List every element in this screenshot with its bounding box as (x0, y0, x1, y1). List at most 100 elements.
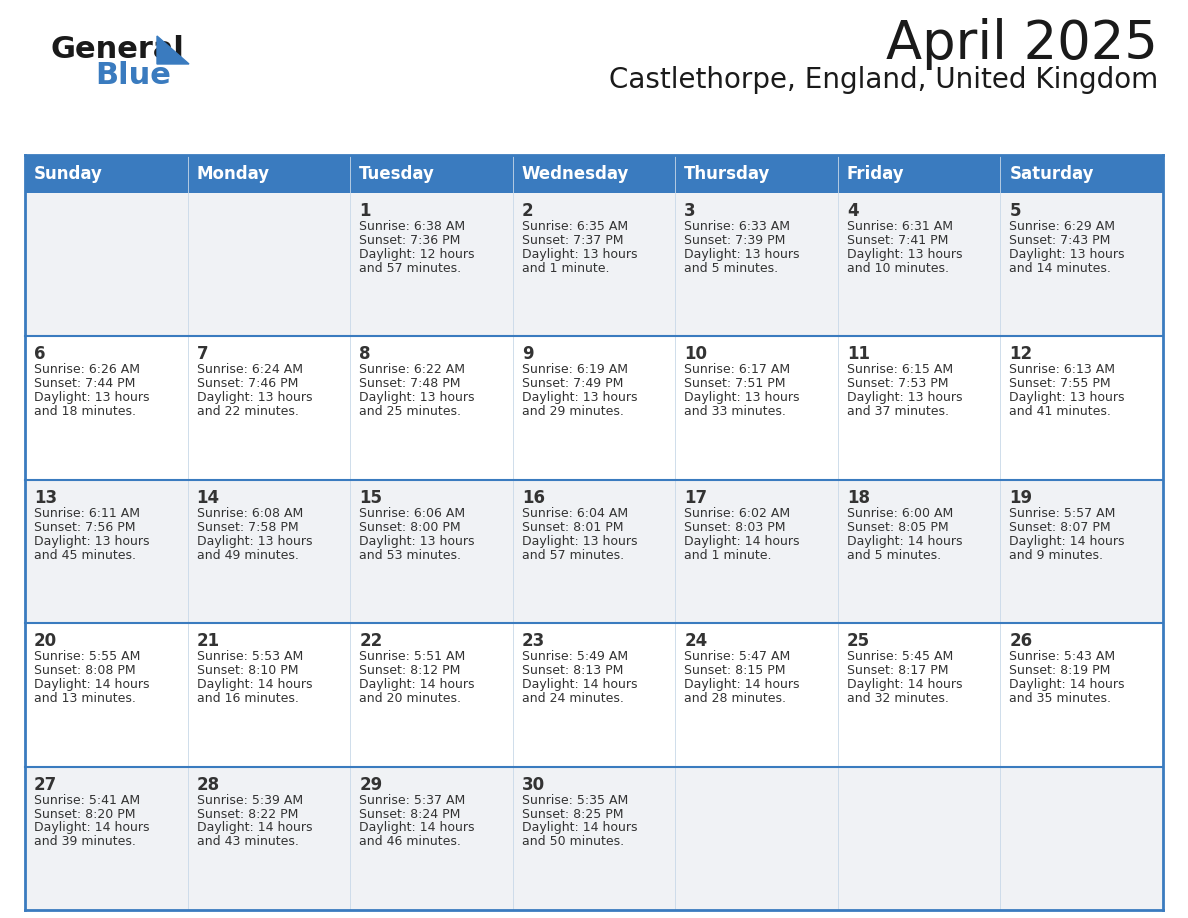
Text: and 9 minutes.: and 9 minutes. (1010, 549, 1104, 562)
Text: Daylight: 14 hours: Daylight: 14 hours (522, 678, 637, 691)
Text: Sunrise: 5:39 AM: Sunrise: 5:39 AM (196, 793, 303, 807)
Text: 26: 26 (1010, 633, 1032, 650)
Text: Sunrise: 6:08 AM: Sunrise: 6:08 AM (196, 507, 303, 520)
Text: and 28 minutes.: and 28 minutes. (684, 692, 786, 705)
Text: and 5 minutes.: and 5 minutes. (684, 262, 778, 274)
Bar (513, 155, 675, 193)
Text: Sunrise: 5:55 AM: Sunrise: 5:55 AM (34, 650, 140, 663)
Text: and 25 minutes.: and 25 minutes. (359, 405, 461, 419)
Text: Sunrise: 5:49 AM: Sunrise: 5:49 AM (522, 650, 627, 663)
Text: and 1 minute.: and 1 minute. (522, 262, 609, 274)
Bar (675, 155, 838, 193)
Text: Sunrise: 6:24 AM: Sunrise: 6:24 AM (196, 364, 303, 376)
Text: Sunset: 8:03 PM: Sunset: 8:03 PM (684, 521, 785, 533)
Text: Sunrise: 5:47 AM: Sunrise: 5:47 AM (684, 650, 790, 663)
Text: and 29 minutes.: and 29 minutes. (522, 405, 624, 419)
Text: Sunrise: 6:35 AM: Sunrise: 6:35 AM (522, 220, 627, 233)
Text: and 16 minutes.: and 16 minutes. (196, 692, 298, 705)
Text: Sunrise: 5:43 AM: Sunrise: 5:43 AM (1010, 650, 1116, 663)
Bar (1000, 155, 1163, 193)
Text: Sunrise: 6:00 AM: Sunrise: 6:00 AM (847, 507, 953, 520)
Text: Sunrise: 6:29 AM: Sunrise: 6:29 AM (1010, 220, 1116, 233)
Text: 19: 19 (1010, 488, 1032, 507)
Text: Sunrise: 6:15 AM: Sunrise: 6:15 AM (847, 364, 953, 376)
Text: Sunrise: 5:45 AM: Sunrise: 5:45 AM (847, 650, 953, 663)
Text: 5: 5 (1010, 202, 1020, 220)
Text: Daylight: 13 hours: Daylight: 13 hours (522, 391, 637, 404)
Text: Sunrise: 6:11 AM: Sunrise: 6:11 AM (34, 507, 140, 520)
Text: Sunset: 8:05 PM: Sunset: 8:05 PM (847, 521, 948, 533)
Text: Sunset: 8:15 PM: Sunset: 8:15 PM (684, 664, 785, 677)
Polygon shape (157, 36, 189, 64)
Text: and 57 minutes.: and 57 minutes. (522, 549, 624, 562)
Text: Daylight: 14 hours: Daylight: 14 hours (196, 678, 312, 691)
Text: Sunrise: 6:19 AM: Sunrise: 6:19 AM (522, 364, 627, 376)
Text: Sunset: 8:22 PM: Sunset: 8:22 PM (196, 808, 298, 821)
Text: and 37 minutes.: and 37 minutes. (847, 405, 949, 419)
Bar (25, 767, 1163, 910)
Text: Sunrise: 6:22 AM: Sunrise: 6:22 AM (359, 364, 466, 376)
Text: Sunset: 7:55 PM: Sunset: 7:55 PM (1010, 377, 1111, 390)
Text: and 32 minutes.: and 32 minutes. (847, 692, 949, 705)
Text: Daylight: 13 hours: Daylight: 13 hours (196, 391, 312, 404)
Text: Daylight: 14 hours: Daylight: 14 hours (359, 678, 475, 691)
Bar (25, 193, 1163, 336)
Bar (25, 336, 1163, 480)
Text: Sunset: 7:37 PM: Sunset: 7:37 PM (522, 234, 624, 247)
Text: 1: 1 (359, 202, 371, 220)
Text: Sunset: 8:00 PM: Sunset: 8:00 PM (359, 521, 461, 533)
Text: Sunset: 8:08 PM: Sunset: 8:08 PM (34, 664, 135, 677)
Text: Sunrise: 6:38 AM: Sunrise: 6:38 AM (359, 220, 466, 233)
Text: 24: 24 (684, 633, 708, 650)
Text: Daylight: 13 hours: Daylight: 13 hours (522, 248, 637, 261)
Text: Sunset: 7:48 PM: Sunset: 7:48 PM (359, 377, 461, 390)
Text: Daylight: 13 hours: Daylight: 13 hours (34, 391, 150, 404)
Text: Daylight: 13 hours: Daylight: 13 hours (359, 391, 475, 404)
Text: Daylight: 14 hours: Daylight: 14 hours (34, 678, 150, 691)
Text: and 53 minutes.: and 53 minutes. (359, 549, 461, 562)
Text: and 49 minutes.: and 49 minutes. (196, 549, 298, 562)
Text: and 33 minutes.: and 33 minutes. (684, 405, 786, 419)
Text: Sunset: 7:58 PM: Sunset: 7:58 PM (196, 521, 298, 533)
Text: 22: 22 (359, 633, 383, 650)
Text: 4: 4 (847, 202, 859, 220)
Text: 10: 10 (684, 345, 707, 364)
Text: 11: 11 (847, 345, 870, 364)
Text: Daylight: 13 hours: Daylight: 13 hours (1010, 248, 1125, 261)
Text: Sunset: 8:10 PM: Sunset: 8:10 PM (196, 664, 298, 677)
Text: Friday: Friday (847, 165, 904, 183)
Text: Sunset: 7:46 PM: Sunset: 7:46 PM (196, 377, 298, 390)
Text: Sunset: 7:36 PM: Sunset: 7:36 PM (359, 234, 461, 247)
Text: and 39 minutes.: and 39 minutes. (34, 835, 135, 848)
Text: General: General (50, 35, 184, 64)
Text: Sunrise: 6:04 AM: Sunrise: 6:04 AM (522, 507, 627, 520)
Text: and 13 minutes.: and 13 minutes. (34, 692, 135, 705)
Text: and 43 minutes.: and 43 minutes. (196, 835, 298, 848)
Text: Sunrise: 5:41 AM: Sunrise: 5:41 AM (34, 793, 140, 807)
Text: and 18 minutes.: and 18 minutes. (34, 405, 135, 419)
Text: 2: 2 (522, 202, 533, 220)
Text: and 50 minutes.: and 50 minutes. (522, 835, 624, 848)
Text: Sunset: 8:17 PM: Sunset: 8:17 PM (847, 664, 948, 677)
Text: Sunset: 7:53 PM: Sunset: 7:53 PM (847, 377, 948, 390)
Text: Daylight: 14 hours: Daylight: 14 hours (359, 822, 475, 834)
Text: Daylight: 13 hours: Daylight: 13 hours (34, 534, 150, 548)
Text: Sunset: 7:51 PM: Sunset: 7:51 PM (684, 377, 785, 390)
Text: Sunrise: 6:26 AM: Sunrise: 6:26 AM (34, 364, 140, 376)
Text: Daylight: 14 hours: Daylight: 14 hours (684, 534, 800, 548)
Text: Daylight: 14 hours: Daylight: 14 hours (522, 822, 637, 834)
Text: Monday: Monday (196, 165, 270, 183)
Text: and 46 minutes.: and 46 minutes. (359, 835, 461, 848)
Text: and 5 minutes.: and 5 minutes. (847, 549, 941, 562)
Text: 17: 17 (684, 488, 707, 507)
Text: Sunrise: 6:31 AM: Sunrise: 6:31 AM (847, 220, 953, 233)
Text: 12: 12 (1010, 345, 1032, 364)
Text: Sunrise: 6:02 AM: Sunrise: 6:02 AM (684, 507, 790, 520)
Text: Sunrise: 6:17 AM: Sunrise: 6:17 AM (684, 364, 790, 376)
Text: 8: 8 (359, 345, 371, 364)
Text: and 1 minute.: and 1 minute. (684, 549, 772, 562)
Text: and 35 minutes.: and 35 minutes. (1010, 692, 1112, 705)
Text: and 41 minutes.: and 41 minutes. (1010, 405, 1111, 419)
Text: 27: 27 (34, 776, 57, 793)
Text: 30: 30 (522, 776, 545, 793)
